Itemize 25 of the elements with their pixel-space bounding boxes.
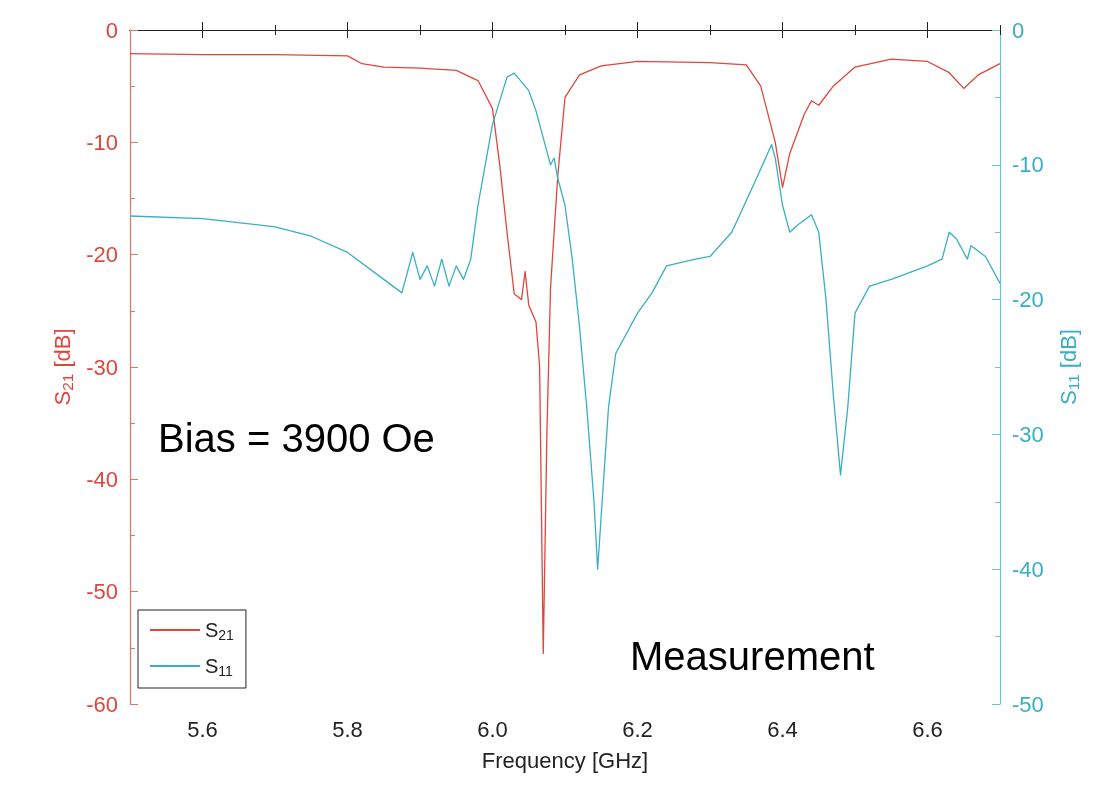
y-tick-label: -10 xyxy=(86,129,118,155)
x-tick-label: 6.2 xyxy=(622,716,653,742)
y-tick-label: 0 xyxy=(105,17,118,43)
y-axis-title: S21 [dB] xyxy=(49,328,76,406)
annotation: Bias = 3900 Oe xyxy=(158,416,435,460)
x-axis-title: Frequency [GHz] xyxy=(481,747,649,773)
line-series xyxy=(129,72,1001,570)
y-tick-label: -60 xyxy=(86,691,118,717)
y-tick-label: -40 xyxy=(86,466,118,492)
y2-tick-label: -20 xyxy=(1012,287,1044,313)
annotation: Measurement xyxy=(630,634,875,678)
y2-tick-label: 0 xyxy=(1012,17,1025,43)
y-tick-label: -20 xyxy=(86,242,118,268)
x-tick-label: 6.4 xyxy=(767,716,798,742)
x-tick-label: 5.6 xyxy=(187,716,218,742)
y-tick-label: -50 xyxy=(86,579,118,605)
y2-tick-label: -30 xyxy=(1012,421,1044,447)
y2-tick-label: -10 xyxy=(1012,152,1044,178)
y2-tick-label: -40 xyxy=(1012,556,1044,582)
x-tick-label: 6.0 xyxy=(477,716,508,742)
y-tick-label: -30 xyxy=(86,354,118,380)
x-tick-label: 5.8 xyxy=(332,716,363,742)
y2-axis-title: S11 [dB] xyxy=(1055,329,1082,405)
y2-tick-label: -50 xyxy=(1012,691,1044,717)
x-tick-label: 6.6 xyxy=(912,716,943,742)
